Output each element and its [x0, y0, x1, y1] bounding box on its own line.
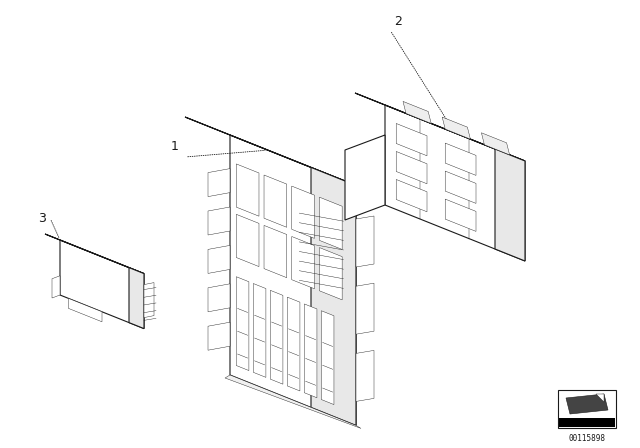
- Polygon shape: [129, 267, 144, 328]
- Polygon shape: [385, 105, 525, 261]
- Polygon shape: [292, 237, 314, 289]
- Polygon shape: [236, 277, 249, 370]
- Polygon shape: [144, 283, 154, 318]
- Bar: [559, 418, 615, 427]
- Polygon shape: [230, 135, 356, 426]
- Polygon shape: [396, 151, 427, 184]
- Polygon shape: [45, 234, 144, 274]
- Text: 1: 1: [171, 140, 179, 153]
- Polygon shape: [356, 350, 374, 401]
- Polygon shape: [356, 216, 374, 267]
- Polygon shape: [245, 141, 306, 165]
- Polygon shape: [445, 199, 476, 232]
- Polygon shape: [356, 283, 374, 334]
- Polygon shape: [208, 168, 230, 197]
- Polygon shape: [311, 168, 356, 426]
- Polygon shape: [60, 240, 144, 328]
- Polygon shape: [208, 207, 230, 235]
- Polygon shape: [208, 322, 230, 350]
- Polygon shape: [495, 149, 525, 261]
- Polygon shape: [185, 117, 356, 185]
- Polygon shape: [403, 101, 431, 124]
- Polygon shape: [355, 93, 525, 161]
- Polygon shape: [305, 304, 317, 398]
- Polygon shape: [236, 214, 259, 267]
- Polygon shape: [270, 290, 283, 384]
- Polygon shape: [319, 248, 342, 300]
- Polygon shape: [264, 175, 287, 227]
- Bar: [558, 390, 616, 428]
- Polygon shape: [253, 284, 266, 377]
- Polygon shape: [596, 394, 604, 402]
- Polygon shape: [319, 197, 342, 250]
- Polygon shape: [445, 143, 476, 176]
- Polygon shape: [225, 375, 361, 428]
- Polygon shape: [287, 297, 300, 391]
- Text: 3: 3: [38, 211, 46, 224]
- Polygon shape: [52, 276, 60, 298]
- Polygon shape: [396, 124, 427, 156]
- Text: 00115898: 00115898: [568, 434, 605, 443]
- Polygon shape: [445, 171, 476, 203]
- Polygon shape: [208, 284, 230, 312]
- Polygon shape: [345, 135, 385, 220]
- Polygon shape: [68, 298, 102, 322]
- Text: 2: 2: [394, 15, 402, 28]
- Polygon shape: [442, 117, 470, 139]
- Polygon shape: [264, 225, 287, 278]
- Polygon shape: [208, 246, 230, 273]
- Polygon shape: [396, 180, 427, 212]
- Polygon shape: [321, 311, 334, 405]
- Polygon shape: [236, 164, 259, 216]
- Polygon shape: [566, 394, 608, 414]
- Polygon shape: [481, 133, 509, 155]
- Polygon shape: [292, 186, 314, 238]
